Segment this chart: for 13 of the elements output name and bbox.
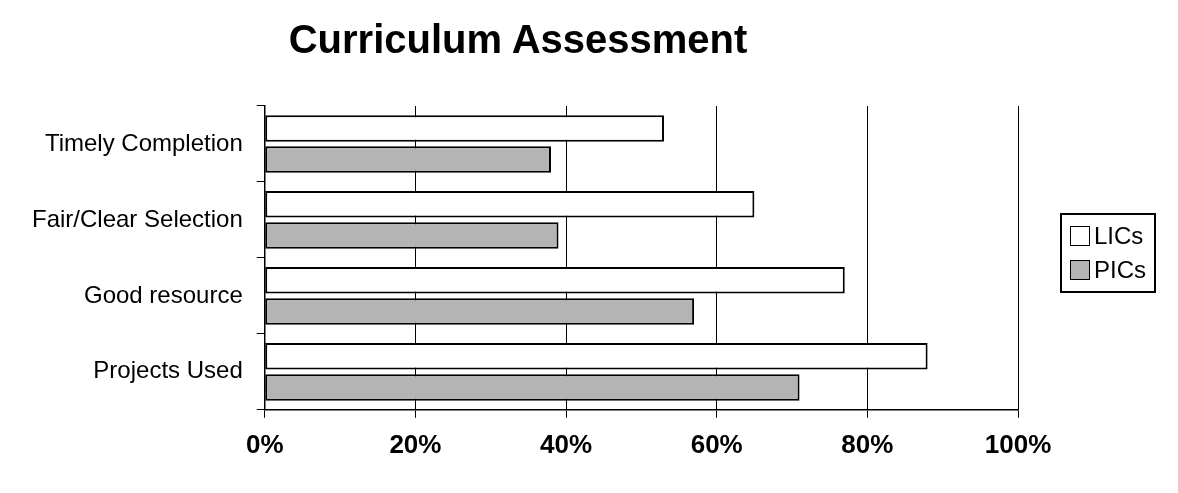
x-tick-label: 60%	[690, 428, 743, 459]
y-tick-label: Timely Completion	[44, 128, 243, 156]
x-tick-label: 80%	[841, 428, 894, 459]
legend-label: PICs	[1093, 255, 1146, 285]
x-tick-label: 20%	[389, 428, 442, 459]
y-tick-label: Fair/Clear Selection	[32, 204, 243, 232]
chart-title: Curriculum Assessment	[288, 17, 748, 62]
x-tick-label: 40%	[540, 428, 593, 459]
y-tick-label: Good resource	[83, 280, 243, 308]
text: LICs	[1093, 221, 1144, 251]
x-tick-label: 100%	[984, 428, 1052, 459]
x-tick-label: 0%	[245, 428, 284, 459]
y-tick-label: Projects Used	[93, 356, 243, 384]
